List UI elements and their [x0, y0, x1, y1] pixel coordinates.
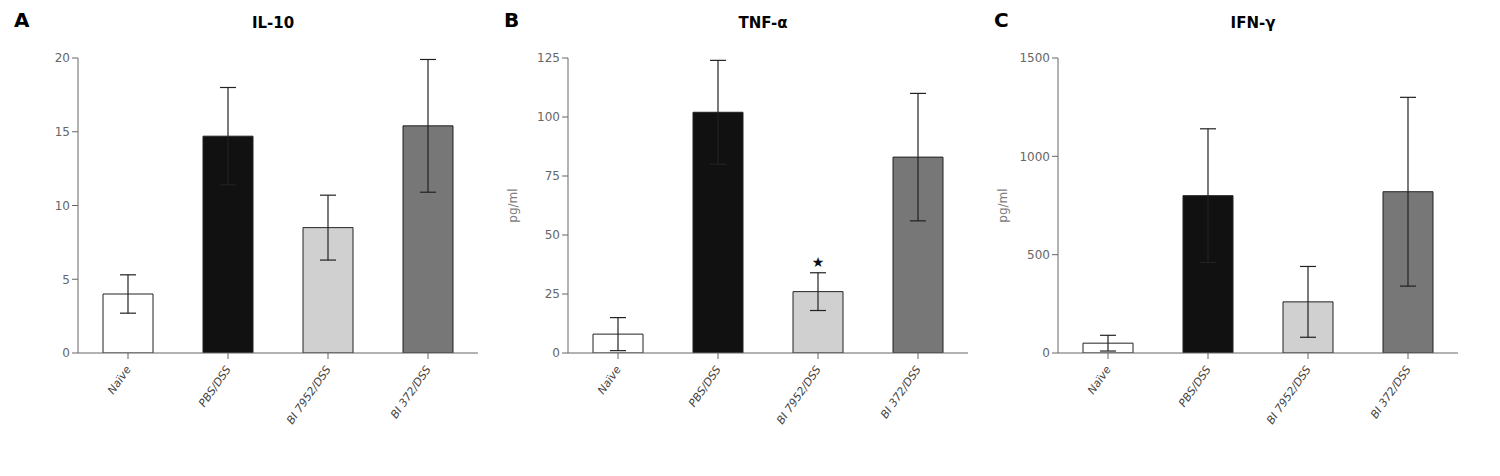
svg-text:25: 25 [545, 287, 560, 301]
svg-text:pg/ml: pg/ml [506, 188, 520, 222]
html-text:C: C [994, 8, 1009, 32]
svg-text:5: 5 [62, 273, 70, 287]
svg-text:PBS/DSS: PBS/DSS [1176, 364, 1214, 410]
svg-text:BI 7952/DSS: BI 7952/DSS [284, 364, 334, 427]
svg-text:125: 125 [537, 51, 560, 65]
svg-text:20: 20 [55, 51, 70, 65]
svg-text:BI 7952/DSS: BI 7952/DSS [774, 364, 824, 427]
svg-text:10: 10 [55, 199, 70, 213]
svg-text:Naïve: Naïve [595, 363, 624, 396]
svg-text:BI 7952/DSS: BI 7952/DSS [1264, 364, 1314, 427]
svg-text:1000: 1000 [1019, 150, 1050, 164]
html-text:IFN-γ: IFN-γ [1230, 14, 1276, 32]
svg-text:0: 0 [552, 346, 560, 360]
svg-text:BI 372/DSS: BI 372/DSS [1368, 364, 1414, 421]
html-text:A: A [14, 8, 30, 32]
svg-text:BI 372/DSS: BI 372/DSS [878, 364, 924, 421]
svg-text:PBS/DSS: PBS/DSS [686, 364, 724, 410]
svg-text:Naïve: Naïve [105, 363, 134, 396]
svg-text:PBS/DSS: PBS/DSS [196, 364, 234, 410]
svg-text:1500: 1500 [1019, 51, 1050, 65]
svg-text:BI 372/DSS: BI 372/DSS [388, 364, 434, 421]
svg-text:Naïve: Naïve [1085, 363, 1114, 396]
svg-text:50: 50 [545, 228, 560, 242]
html-text:TNF-α: TNF-α [738, 14, 788, 32]
svg-text:75: 75 [545, 169, 560, 183]
svg-text:15: 15 [55, 125, 70, 139]
html-text:B: B [504, 8, 520, 32]
svg-text:500: 500 [1027, 248, 1050, 262]
html-text:IL-10: IL-10 [251, 14, 295, 32]
svg-text:100: 100 [537, 110, 560, 124]
svg-text:0: 0 [62, 346, 70, 360]
svg-text:★: ★ [812, 254, 825, 270]
svg-text:pg/ml: pg/ml [996, 188, 1010, 222]
svg-text:0: 0 [1042, 346, 1050, 360]
